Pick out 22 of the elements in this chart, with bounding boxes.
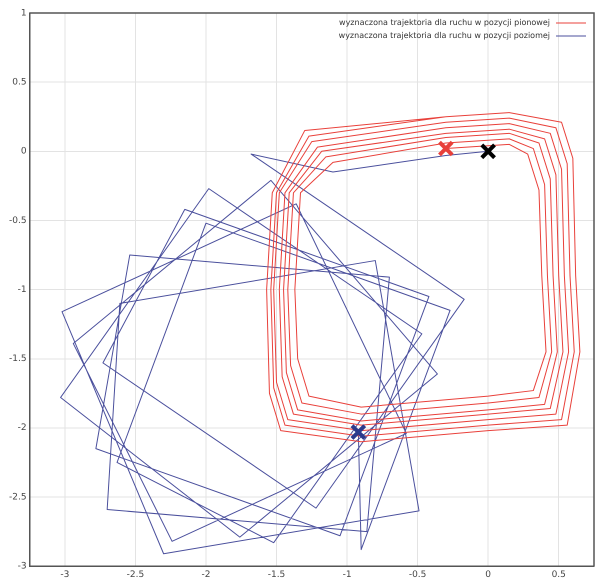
x-tick-label: -2.5 (126, 570, 144, 580)
y-tick-label: -1 (18, 284, 27, 295)
x-tick-label: -1 (342, 570, 352, 580)
y-tick-label: -2 (18, 423, 27, 434)
x-tick-label: 0.5 (552, 570, 566, 580)
point (437, 140, 454, 157)
point (350, 424, 367, 440)
legend-label: wyznaczona trajektoria dla ruchu w pozycji poziomej (338, 31, 550, 40)
y-tick-label: 1 (20, 8, 27, 18)
x-tick-label: -1.5 (268, 570, 286, 580)
y-tick-label: -1.5 (9, 354, 27, 364)
x-tick-label: -0.5 (408, 570, 426, 580)
y-tick-label: -2.5 (9, 492, 27, 502)
y-tick-label: -3 (18, 562, 27, 572)
x-tick-label: 0 (485, 570, 492, 580)
y-tick-label: -0.5 (9, 216, 27, 226)
x-tick-label: -3 (60, 570, 70, 580)
legend-label: wyznaczona trajektoria dla ruchu w pozycji pionowej (339, 18, 550, 28)
point (480, 142, 497, 160)
y-tick-label: 0.5 (12, 77, 27, 88)
y-tick-label: 0 (20, 146, 27, 157)
x-tick-label: -2 (201, 570, 210, 580)
